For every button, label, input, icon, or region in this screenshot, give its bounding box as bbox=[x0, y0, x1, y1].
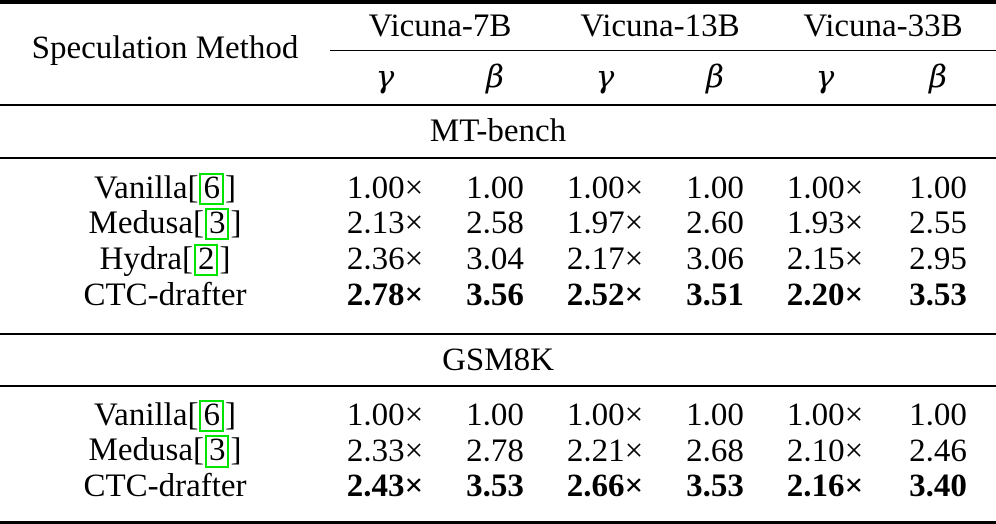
value-cell: 2.43× bbox=[346, 468, 424, 504]
table-row-ctc-drafter-mtbench: CTC-drafter 2.78× 3.56 2.52× 3.51 2.20× … bbox=[0, 278, 996, 335]
cite-bracket-close: ] bbox=[230, 432, 242, 469]
cite-bracket-close: ] bbox=[230, 205, 242, 242]
citation-link[interactable]: 6 bbox=[199, 398, 224, 432]
value-cell: 3.51 bbox=[686, 277, 744, 314]
value-cell: 2.21× bbox=[566, 432, 644, 469]
value-cell: 1.00× bbox=[346, 169, 424, 206]
metric-subheader-row: γ β γ β γ β bbox=[0, 50, 996, 105]
value-cell: 3.04 bbox=[466, 241, 524, 278]
citation-link[interactable]: 3 bbox=[204, 207, 230, 241]
value-cell: 1.00 bbox=[909, 396, 967, 433]
cite-bracket-open: [ bbox=[181, 241, 193, 278]
value-cell: 3.56 bbox=[466, 277, 524, 314]
method-name: Medusa bbox=[88, 205, 193, 242]
method-cell: Medusa[3] bbox=[0, 206, 330, 242]
method-name: Hydra bbox=[99, 241, 182, 278]
value-cell: 1.00× bbox=[566, 169, 644, 206]
value-cell: 1.00× bbox=[566, 396, 644, 433]
citation-link[interactable]: 2 bbox=[193, 243, 219, 277]
table-header: Speculation Method Vicuna-7B Vicuna-13B … bbox=[0, 2, 996, 105]
table-row-medusa-mtbench: Medusa[3] 2.13× 2.58 1.97× 2.60 1.93× 2.… bbox=[0, 206, 996, 242]
cite-bracket-close: ] bbox=[224, 169, 236, 206]
value-cell: 3.53 bbox=[686, 468, 744, 504]
value-cell: 2.17× bbox=[566, 241, 644, 278]
table-row-ctc-drafter-gsm8k: CTC-drafter 2.43× 3.53 2.66× 3.53 2.16× … bbox=[0, 469, 996, 523]
value-cell: 1.00 bbox=[909, 169, 967, 206]
table-row-vanilla-gsm8k: Vanilla[6] 1.00× 1.00 1.00× 1.00 1.00× 1… bbox=[0, 386, 996, 433]
model-group-header-row: Speculation Method Vicuna-7B Vicuna-13B … bbox=[0, 2, 996, 64]
value-cell: 2.15× bbox=[786, 241, 864, 278]
value-cell: 1.93× bbox=[786, 205, 864, 242]
value-cell: 2.78 bbox=[466, 432, 524, 469]
column-header-speculation-method: Speculation Method bbox=[31, 29, 299, 66]
method-name: Vanilla bbox=[94, 169, 188, 206]
column-group-vicuna-33b: Vicuna-33B bbox=[770, 2, 996, 51]
value-cell: 2.66× bbox=[566, 468, 644, 504]
value-cell: 3.40 bbox=[909, 468, 967, 504]
value-cell: 2.52× bbox=[566, 277, 644, 314]
value-cell: 1.00 bbox=[686, 396, 744, 433]
method-name: Medusa bbox=[88, 432, 193, 469]
section-title-gsm8k: GSM8K bbox=[442, 341, 554, 378]
value-cell: 1.00× bbox=[786, 169, 864, 206]
value-cell: 1.00 bbox=[466, 169, 524, 206]
value-cell: 3.06 bbox=[686, 241, 744, 278]
section-title-row: GSM8K bbox=[0, 334, 996, 386]
value-cell: 2.46 bbox=[909, 432, 967, 469]
value-cell: 1.00× bbox=[346, 396, 424, 433]
cite-bracket-close: ] bbox=[224, 396, 236, 433]
value-cell: 2.36× bbox=[346, 241, 424, 278]
table-row-medusa-gsm8k: Medusa[3] 2.33× 2.78 2.21× 2.68 2.10× 2.… bbox=[0, 433, 996, 469]
value-cell: 2.95 bbox=[909, 241, 967, 278]
value-cell: 2.78× bbox=[346, 277, 424, 314]
value-cell: 1.97× bbox=[566, 205, 644, 242]
method-name: CTC-drafter bbox=[83, 277, 247, 314]
value-cell: 3.53 bbox=[909, 277, 967, 314]
column-group-vicuna-13b: Vicuna-13B bbox=[550, 2, 770, 51]
method-cell: Medusa[3] bbox=[0, 433, 330, 469]
subheader-gamma-7b: γ bbox=[375, 58, 395, 95]
value-cell: 2.13× bbox=[346, 205, 424, 242]
section-title-row: MT-bench bbox=[0, 105, 996, 159]
method-name: CTC-drafter bbox=[83, 468, 247, 504]
section-title-mt-bench: MT-bench bbox=[429, 113, 567, 150]
subheader-beta-33b: β bbox=[929, 58, 947, 95]
subheader-beta-7b: β bbox=[486, 58, 504, 95]
value-cell: 2.16× bbox=[786, 468, 864, 504]
value-cell: 2.55 bbox=[909, 205, 967, 242]
method-cell: CTC-drafter bbox=[0, 278, 330, 335]
value-cell: 2.33× bbox=[346, 432, 424, 469]
method-cell: CTC-drafter bbox=[0, 469, 330, 523]
value-cell: 2.20× bbox=[786, 277, 864, 314]
value-cell: 2.10× bbox=[786, 432, 864, 469]
cite-bracket-close: ] bbox=[219, 241, 231, 278]
cite-bracket-open: [ bbox=[192, 205, 204, 242]
subheader-gamma-13b: γ bbox=[595, 58, 615, 95]
value-cell: 1.00× bbox=[786, 396, 864, 433]
cite-bracket-open: [ bbox=[187, 396, 199, 433]
subheader-gamma-33b: γ bbox=[815, 58, 835, 95]
value-cell: 3.53 bbox=[466, 468, 524, 504]
method-name: Vanilla bbox=[94, 396, 188, 433]
value-cell: 1.00 bbox=[686, 169, 744, 206]
citation-link[interactable]: 6 bbox=[199, 171, 224, 205]
value-cell: 2.68 bbox=[686, 432, 744, 469]
cite-bracket-open: [ bbox=[192, 432, 204, 469]
section-gsm8k: GSM8K Vanilla[6] 1.00× 1.00 1.00× 1.00 1… bbox=[0, 334, 996, 522]
column-group-vicuna-7b: Vicuna-7B bbox=[330, 2, 550, 51]
value-cell: 1.00 bbox=[466, 396, 524, 433]
method-cell: Vanilla[6] bbox=[0, 386, 330, 433]
table-row-hydra-mtbench: Hydra[2] 2.36× 3.04 2.17× 3.06 2.15× 2.9… bbox=[0, 242, 996, 278]
table-row-vanilla-mtbench: Vanilla[6] 1.00× 1.00 1.00× 1.00 1.00× 1… bbox=[0, 158, 996, 205]
section-mt-bench: MT-bench Vanilla[6] 1.00× 1.00 1.00× 1.0… bbox=[0, 105, 996, 335]
cite-bracket-open: [ bbox=[187, 169, 199, 206]
value-cell: 2.58 bbox=[466, 205, 524, 242]
method-cell: Hydra[2] bbox=[0, 242, 330, 278]
subheader-beta-13b: β bbox=[706, 58, 724, 95]
citation-link[interactable]: 3 bbox=[204, 434, 230, 468]
method-cell: Vanilla[6] bbox=[0, 158, 330, 205]
value-cell: 2.60 bbox=[686, 205, 744, 242]
